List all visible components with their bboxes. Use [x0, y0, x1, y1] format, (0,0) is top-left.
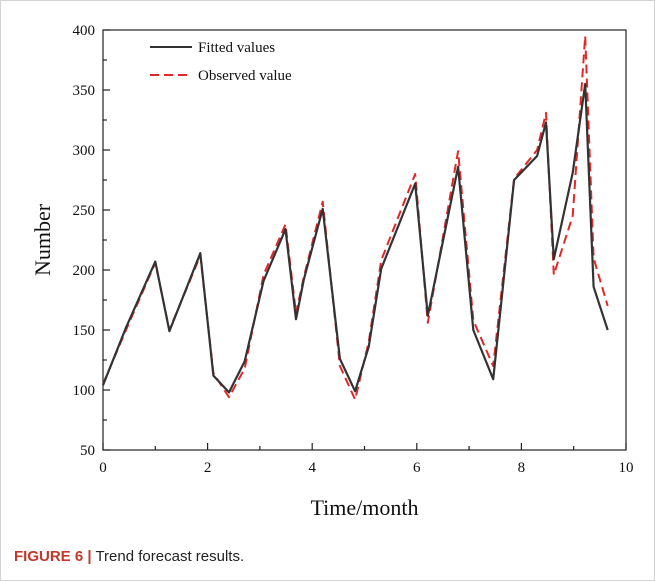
- caption-prefix: FIGURE 6 |: [14, 548, 92, 565]
- y-tick-label: 250: [73, 203, 96, 219]
- x-tick-label: 6: [413, 460, 421, 476]
- series-line-observed-value: [102, 35, 609, 401]
- legend-label: Fitted values: [198, 40, 275, 56]
- x-tick-label: 4: [308, 460, 316, 476]
- axes: 0 2 4 6 8 10 50 100 150 200 250 300 350 400 Time/month…: [30, 23, 634, 520]
- legend: Fitted values Observed value: [150, 40, 292, 84]
- x-axis-title: Time/month: [311, 495, 419, 520]
- legend-label: Observed value: [198, 68, 292, 84]
- y-tick-label: 300: [73, 143, 96, 159]
- y-tick-label: 100: [73, 383, 96, 399]
- y-tick-label: 50: [80, 443, 95, 459]
- y-tick-label: 400: [73, 23, 96, 39]
- y-tick-label: 200: [73, 263, 96, 279]
- y-tick-label: 150: [73, 323, 96, 339]
- y-axis-title: Number: [30, 203, 55, 276]
- x-tick-label: 2: [204, 460, 212, 476]
- x-tick-label: 0: [99, 460, 107, 476]
- plot-border: [102, 29, 627, 451]
- caption-text: Trend forecast results.: [95, 548, 245, 565]
- x-tick-label: 8: [518, 460, 526, 476]
- series-line-fitted-values: [101, 82, 609, 394]
- figure-caption: FIGURE 6 | Trend forecast results.: [14, 548, 244, 565]
- series-lines: [101, 35, 609, 401]
- x-tick-label: 10: [619, 460, 634, 476]
- y-tick-label: 350: [73, 83, 96, 99]
